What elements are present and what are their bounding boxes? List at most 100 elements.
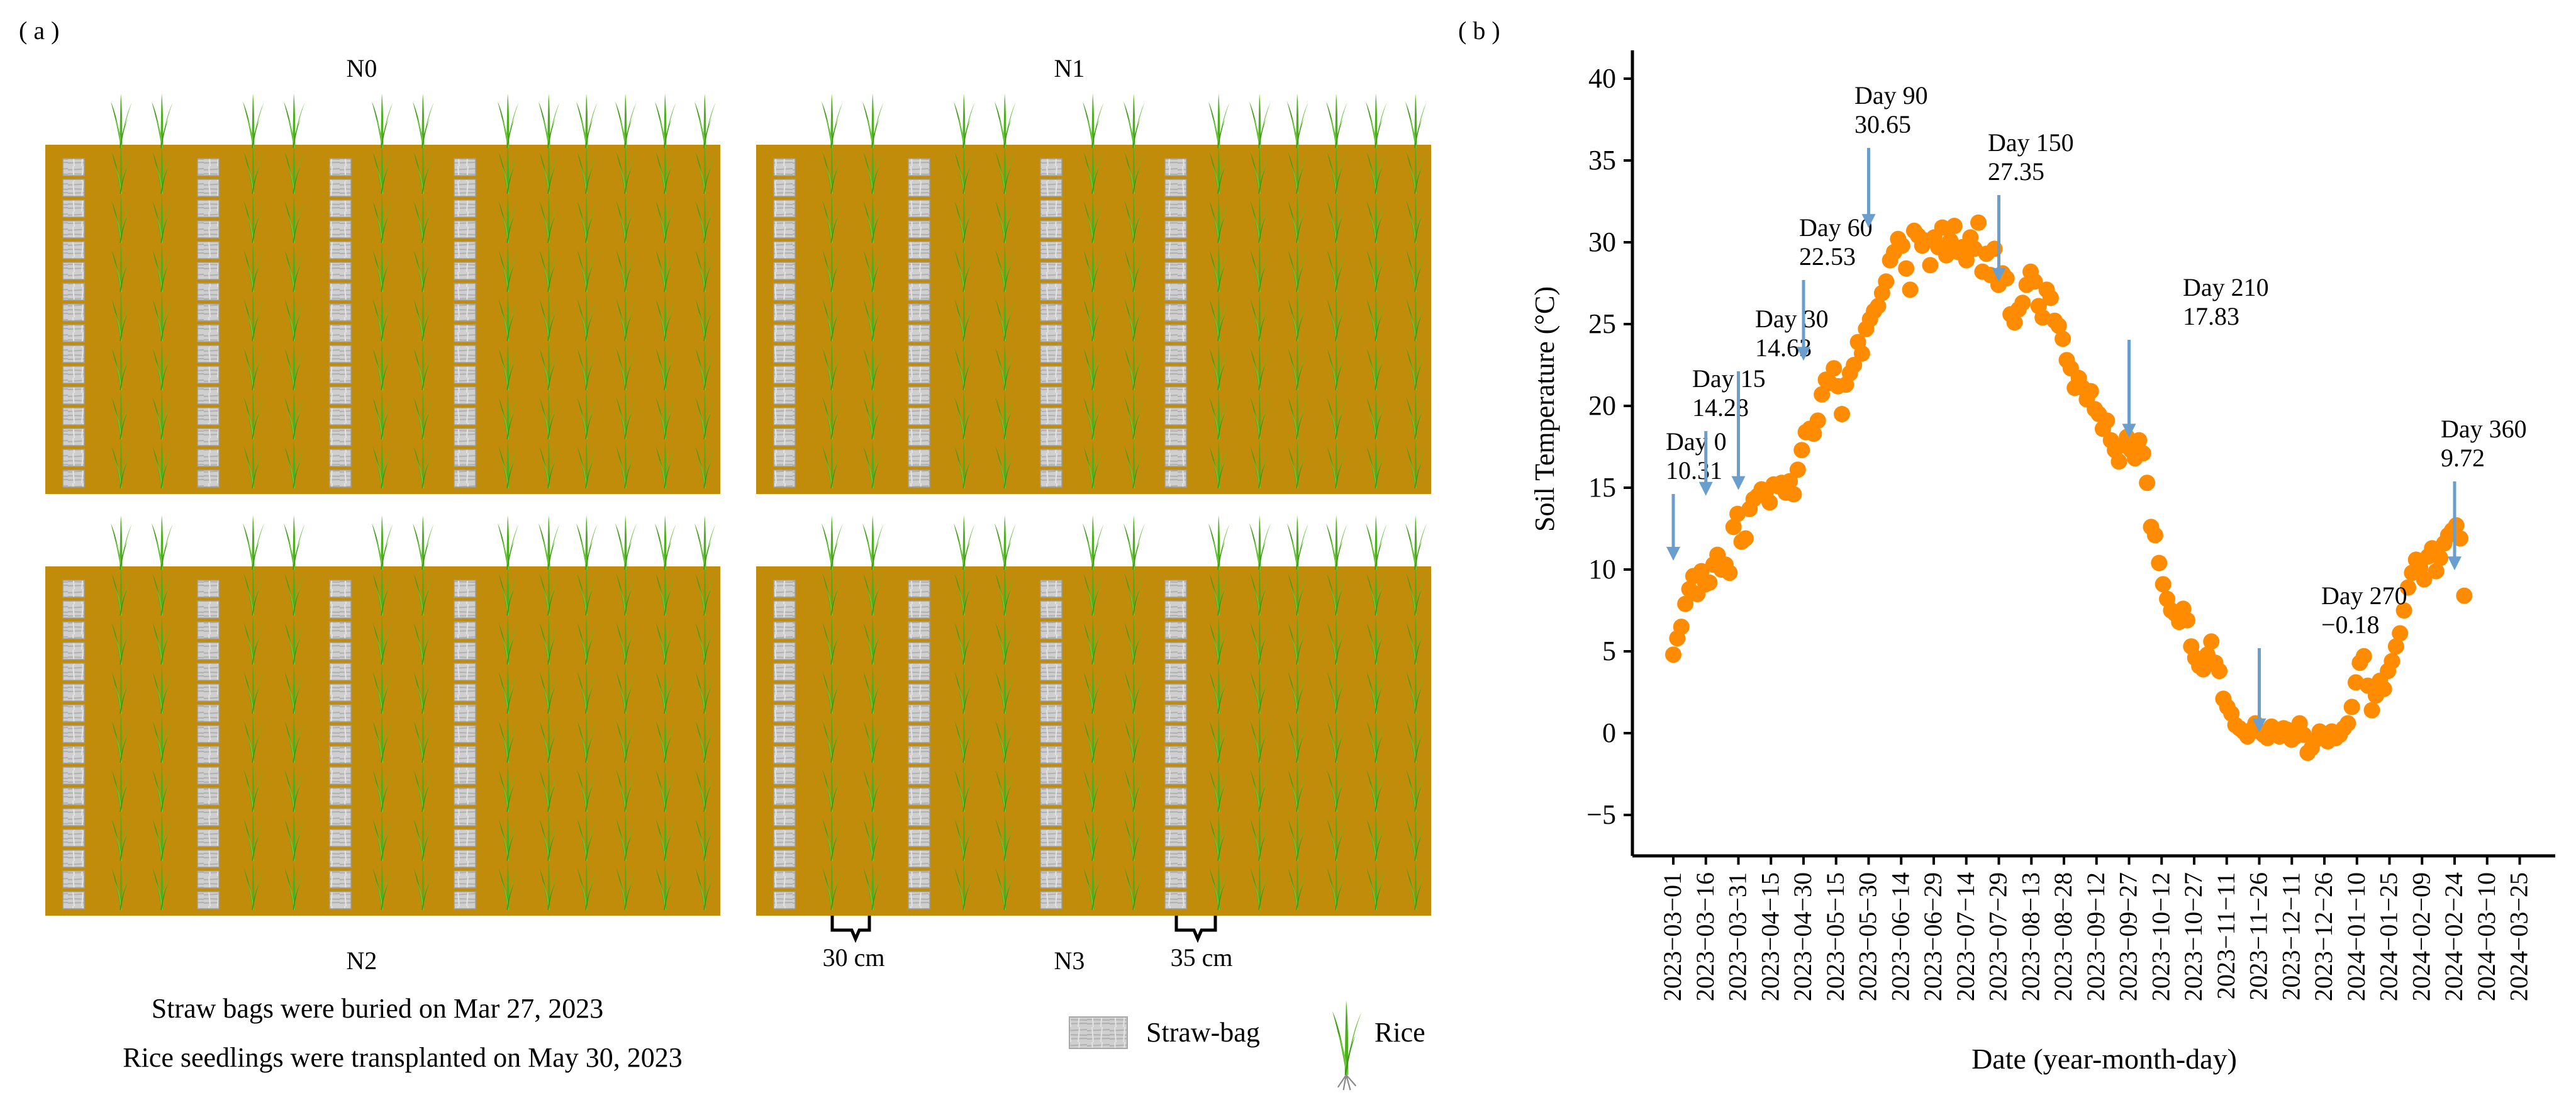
straw-bag <box>197 449 220 467</box>
straw-bag <box>908 580 930 598</box>
straw-bag <box>773 683 796 702</box>
straw-bag <box>197 600 220 619</box>
plot-label-n2: N2 <box>347 946 377 975</box>
rice-plant <box>1249 515 1271 570</box>
x-tick-label: 2024−02−24 <box>2439 872 2468 1001</box>
annotation-day: Day 0 <box>1666 427 1727 456</box>
straw-bag <box>329 642 352 660</box>
x-tick-label: 2024−01−10 <box>2342 872 2370 1001</box>
straw-bag <box>197 386 220 405</box>
x-tick-label: 2023−03−01 <box>1658 872 1687 1001</box>
straw-bag-column <box>329 158 352 488</box>
straw-bag <box>1164 179 1187 197</box>
annotation-value: −0.18 <box>2321 610 2380 639</box>
straw-bag <box>1164 704 1187 722</box>
straw-bag <box>329 386 352 405</box>
straw-bag <box>197 663 220 681</box>
straw-bag <box>1040 303 1062 322</box>
straw-bag <box>454 663 476 681</box>
rice-plant <box>111 515 132 570</box>
rice-plant <box>284 93 305 148</box>
straw-bag <box>773 303 796 322</box>
x-tick-label: 2023−10−12 <box>2146 872 2175 1001</box>
x-tick-label: 2023−04−15 <box>1756 872 1784 1001</box>
straw-bag <box>197 262 220 280</box>
straw-bag <box>62 725 85 743</box>
data-point <box>1942 232 1959 249</box>
panel-a-label: ( a ) <box>19 16 59 45</box>
annotation-arrowhead <box>2122 424 2136 438</box>
x-tick-label: 2023−10−27 <box>2179 872 2207 1001</box>
x-tick-label: 2023−12−11 <box>2277 872 2305 1001</box>
straw-bag <box>454 428 476 446</box>
straw-bag <box>1164 386 1187 405</box>
x-tick-label: 2023−05−30 <box>1854 872 1882 1001</box>
straw-bag <box>454 725 476 743</box>
straw-bag <box>454 303 476 322</box>
straw-bag-column <box>62 580 85 909</box>
legend-rice-label: Rice <box>1374 1017 1425 1048</box>
straw-bag <box>454 850 476 868</box>
straw-bag <box>908 787 930 806</box>
data-point <box>1761 494 1778 511</box>
straw-bag <box>773 829 796 847</box>
note-straw-buried: Straw bags were buried on Mar 27, 2023 <box>152 993 604 1024</box>
rice-plant <box>538 515 560 570</box>
data-point <box>2042 289 2059 306</box>
data-point <box>1789 461 1806 478</box>
field-plot <box>756 93 1431 494</box>
straw-bag <box>62 303 85 322</box>
straw-bag <box>773 283 796 301</box>
rice-plant <box>576 515 598 570</box>
rice-plant <box>538 93 560 148</box>
straw-bag <box>773 850 796 868</box>
straw-bag <box>62 600 85 619</box>
legend-straw-bag: Straw-bag <box>1069 1016 1260 1049</box>
rice-plant <box>694 515 716 570</box>
straw-bag <box>773 262 796 280</box>
straw-bag <box>454 642 476 660</box>
annotation-arrowhead <box>2448 556 2462 571</box>
rice-plant <box>1287 93 1308 148</box>
straw-bag <box>197 580 220 598</box>
data-point <box>1814 386 1831 403</box>
straw-bag <box>1040 199 1062 218</box>
straw-bag <box>197 428 220 446</box>
straw-bag <box>62 283 85 301</box>
straw-bag <box>329 366 352 384</box>
straw-bag <box>1164 600 1187 619</box>
data-point <box>1693 563 1710 580</box>
y-tick-label: 5 <box>1602 636 1616 666</box>
straw-bag <box>329 303 352 322</box>
data-point <box>2195 661 2212 678</box>
rice-plant <box>954 515 975 570</box>
data-point <box>2014 295 2031 312</box>
rice-plant <box>862 515 884 570</box>
straw-bag <box>773 621 796 639</box>
data-point <box>2026 273 2043 290</box>
straw-bag <box>908 621 930 639</box>
straw-bag <box>197 746 220 764</box>
annotation-value: 9.72 <box>2441 444 2485 472</box>
rice-plant <box>1326 93 1347 148</box>
rice-plant <box>413 93 434 148</box>
y-tick-label: 10 <box>1588 554 1616 585</box>
annotation-value: 17.83 <box>2183 302 2239 330</box>
straw-bag <box>908 725 930 743</box>
straw-bag <box>1040 580 1062 598</box>
y-tick-label: 25 <box>1588 308 1616 339</box>
data-point <box>2392 625 2409 642</box>
straw-bag <box>329 870 352 889</box>
rice-icon <box>1332 1000 1362 1091</box>
straw-bag <box>62 850 85 868</box>
straw-bag <box>1040 220 1062 239</box>
straw-bag-column <box>1040 580 1062 909</box>
straw-bag <box>197 829 220 847</box>
straw-bag <box>908 241 930 259</box>
rice-plant <box>615 93 637 148</box>
legend-straw-bag-label: Straw-bag <box>1146 1017 1260 1048</box>
